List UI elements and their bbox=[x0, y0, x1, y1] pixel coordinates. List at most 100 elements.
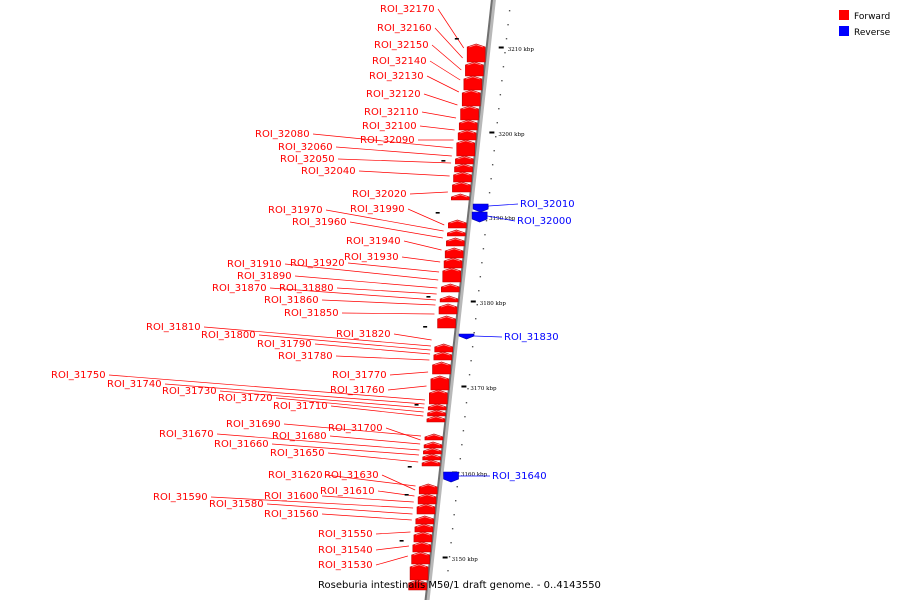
gene-label[interactable]: ROI_31540 bbox=[318, 545, 373, 556]
gene-label[interactable]: ROI_32100 bbox=[362, 121, 417, 132]
reverse-gene-arrow bbox=[472, 203, 489, 213]
reverse-gene-arrow bbox=[443, 471, 459, 483]
gene-label[interactable]: ROI_32120 bbox=[366, 89, 421, 100]
gene-label[interactable]: ROI_31890 bbox=[237, 271, 292, 282]
gene-label[interactable]: ROI_31940 bbox=[346, 236, 401, 247]
gene-label[interactable]: ROI_31630 bbox=[324, 470, 379, 481]
label-leader-line bbox=[325, 209, 444, 232]
gene-label[interactable]: ROI_31580 bbox=[209, 499, 264, 510]
gene-label[interactable]: ROI_31810 bbox=[146, 322, 201, 333]
gene-label[interactable]: ROI_31960 bbox=[292, 217, 347, 228]
gene-label[interactable]: ROI_31600 bbox=[264, 491, 319, 502]
forward-gene-highlight bbox=[430, 404, 445, 408]
gene-label[interactable]: ROI_31720 bbox=[218, 393, 273, 404]
forward-gene-arrow bbox=[421, 459, 441, 467]
gene-label[interactable]: ROI_31740 bbox=[107, 379, 162, 390]
gene-label[interactable]: ROI_32000 bbox=[517, 216, 572, 227]
forward-gene-highlight bbox=[425, 442, 441, 446]
gene-label[interactable]: ROI_31830 bbox=[504, 332, 559, 343]
gene-label[interactable]: ROI_31760 bbox=[330, 385, 385, 396]
gene-label[interactable]: ROI_32110 bbox=[364, 107, 419, 118]
gene-label[interactable]: ROI_31850 bbox=[284, 308, 339, 319]
gene-label[interactable]: ROI_31710 bbox=[273, 401, 328, 412]
gene-label[interactable]: ROI_31650 bbox=[270, 448, 325, 459]
label-leader-line bbox=[219, 390, 425, 409]
gene-label[interactable]: ROI_32060 bbox=[278, 142, 333, 153]
gene-label[interactable]: ROI_31870 bbox=[212, 283, 267, 294]
tick-label: 3160 kbp bbox=[461, 472, 488, 478]
gene-label[interactable]: ROI_31800 bbox=[201, 330, 256, 341]
gene-label[interactable]: ROI_31930 bbox=[344, 252, 399, 263]
backbone-dot bbox=[448, 556, 451, 558]
forward-gene-arrow bbox=[427, 403, 447, 411]
gene-label[interactable]: ROI_31990 bbox=[350, 204, 405, 215]
label-leader-line bbox=[294, 275, 438, 289]
reverse-gene-arrow bbox=[458, 333, 475, 340]
gene-arrows bbox=[399, 38, 489, 591]
gene-label[interactable]: ROI_31680 bbox=[272, 431, 327, 442]
gene-label[interactable]: ROI_31670 bbox=[159, 429, 214, 440]
forward-gene-arrow bbox=[418, 483, 438, 495]
feature-marker bbox=[426, 296, 431, 298]
feature-marker bbox=[399, 540, 404, 542]
backbone-dot bbox=[476, 304, 478, 306]
gene-label[interactable]: ROI_31750 bbox=[51, 370, 106, 381]
backbone-dot bbox=[450, 542, 452, 544]
gene-label[interactable]: ROI_32020 bbox=[352, 189, 407, 200]
gene-label[interactable]: ROI_31550 bbox=[318, 529, 373, 540]
forward-gene-highlight bbox=[469, 44, 484, 48]
gene-label[interactable]: ROI_32080 bbox=[255, 129, 310, 140]
gene-label[interactable]: ROI_31880 bbox=[279, 283, 334, 294]
label-leader-line bbox=[401, 256, 441, 263]
label-leader-line bbox=[335, 355, 430, 361]
gene-label[interactable]: ROI_31560 bbox=[264, 509, 319, 520]
gene-label[interactable]: ROI_32170 bbox=[380, 4, 435, 15]
backbone-dot bbox=[501, 80, 503, 82]
gene-label[interactable]: ROI_31860 bbox=[264, 295, 319, 306]
gene-label[interactable]: ROI_31920 bbox=[290, 258, 345, 269]
gene-label[interactable]: ROI_31790 bbox=[257, 339, 312, 350]
gene-label[interactable]: ROI_31530 bbox=[318, 560, 373, 571]
gene-label[interactable]: ROI_32140 bbox=[372, 56, 427, 67]
forward-gene-highlight bbox=[443, 284, 458, 288]
gene-label[interactable]: ROI_31770 bbox=[332, 370, 387, 381]
gene-label[interactable]: ROI_31610 bbox=[320, 486, 375, 497]
label-leader-line bbox=[321, 299, 436, 306]
gene-label[interactable]: ROI_31640 bbox=[492, 471, 547, 482]
feature-marker bbox=[407, 466, 412, 468]
gene-label[interactable]: ROI_31700 bbox=[328, 423, 383, 434]
forward-gene-arrow bbox=[409, 563, 429, 581]
label-leader-line bbox=[474, 335, 503, 338]
gene-label[interactable]: ROI_31970 bbox=[268, 205, 323, 216]
gene-label[interactable]: ROI_31620 bbox=[268, 470, 323, 481]
gene-label[interactable]: ROI_31590 bbox=[153, 492, 208, 503]
gene-label[interactable]: ROI_32010 bbox=[520, 199, 575, 210]
gene-label[interactable]: ROI_31910 bbox=[227, 259, 282, 270]
gene-label[interactable]: ROI_32040 bbox=[301, 166, 356, 177]
gene-label[interactable]: ROI_32130 bbox=[369, 71, 424, 82]
gene-label[interactable]: ROI_31690 bbox=[226, 419, 281, 430]
gene-label[interactable]: ROI_32150 bbox=[374, 40, 429, 51]
gene-labels[interactable]: ROI_32170 ROI_32160 ROI_32150 ROI_32140 ROI_… bbox=[51, 4, 575, 571]
forward-gene-highlight bbox=[455, 172, 470, 176]
gene-label[interactable]: ROI_31660 bbox=[214, 439, 269, 450]
reverse-gene-arrow bbox=[471, 211, 488, 223]
backbone-dot bbox=[467, 388, 469, 390]
gene-label[interactable]: ROI_32160 bbox=[377, 23, 432, 34]
gene-label[interactable]: ROI_32090 bbox=[360, 135, 415, 146]
label-leader-line bbox=[325, 474, 416, 487]
gene-label[interactable]: ROI_31730 bbox=[162, 386, 217, 397]
forward-gene-highlight bbox=[415, 532, 431, 536]
forward-gene-arrow bbox=[452, 181, 471, 193]
gene-label[interactable]: ROI_31820 bbox=[336, 329, 391, 340]
label-leader-lines bbox=[108, 8, 519, 566]
gene-label[interactable]: ROI_31780 bbox=[278, 351, 333, 362]
forward-gene-arrow bbox=[465, 61, 484, 77]
forward-gene-highlight bbox=[418, 504, 434, 508]
backbone-dot bbox=[485, 220, 488, 222]
backbone-dot bbox=[484, 234, 486, 236]
gene-label[interactable]: ROI_32050 bbox=[280, 154, 335, 165]
label-leader-line bbox=[487, 215, 516, 222]
label-leader-line bbox=[409, 191, 448, 195]
label-leader-line bbox=[434, 27, 463, 59]
